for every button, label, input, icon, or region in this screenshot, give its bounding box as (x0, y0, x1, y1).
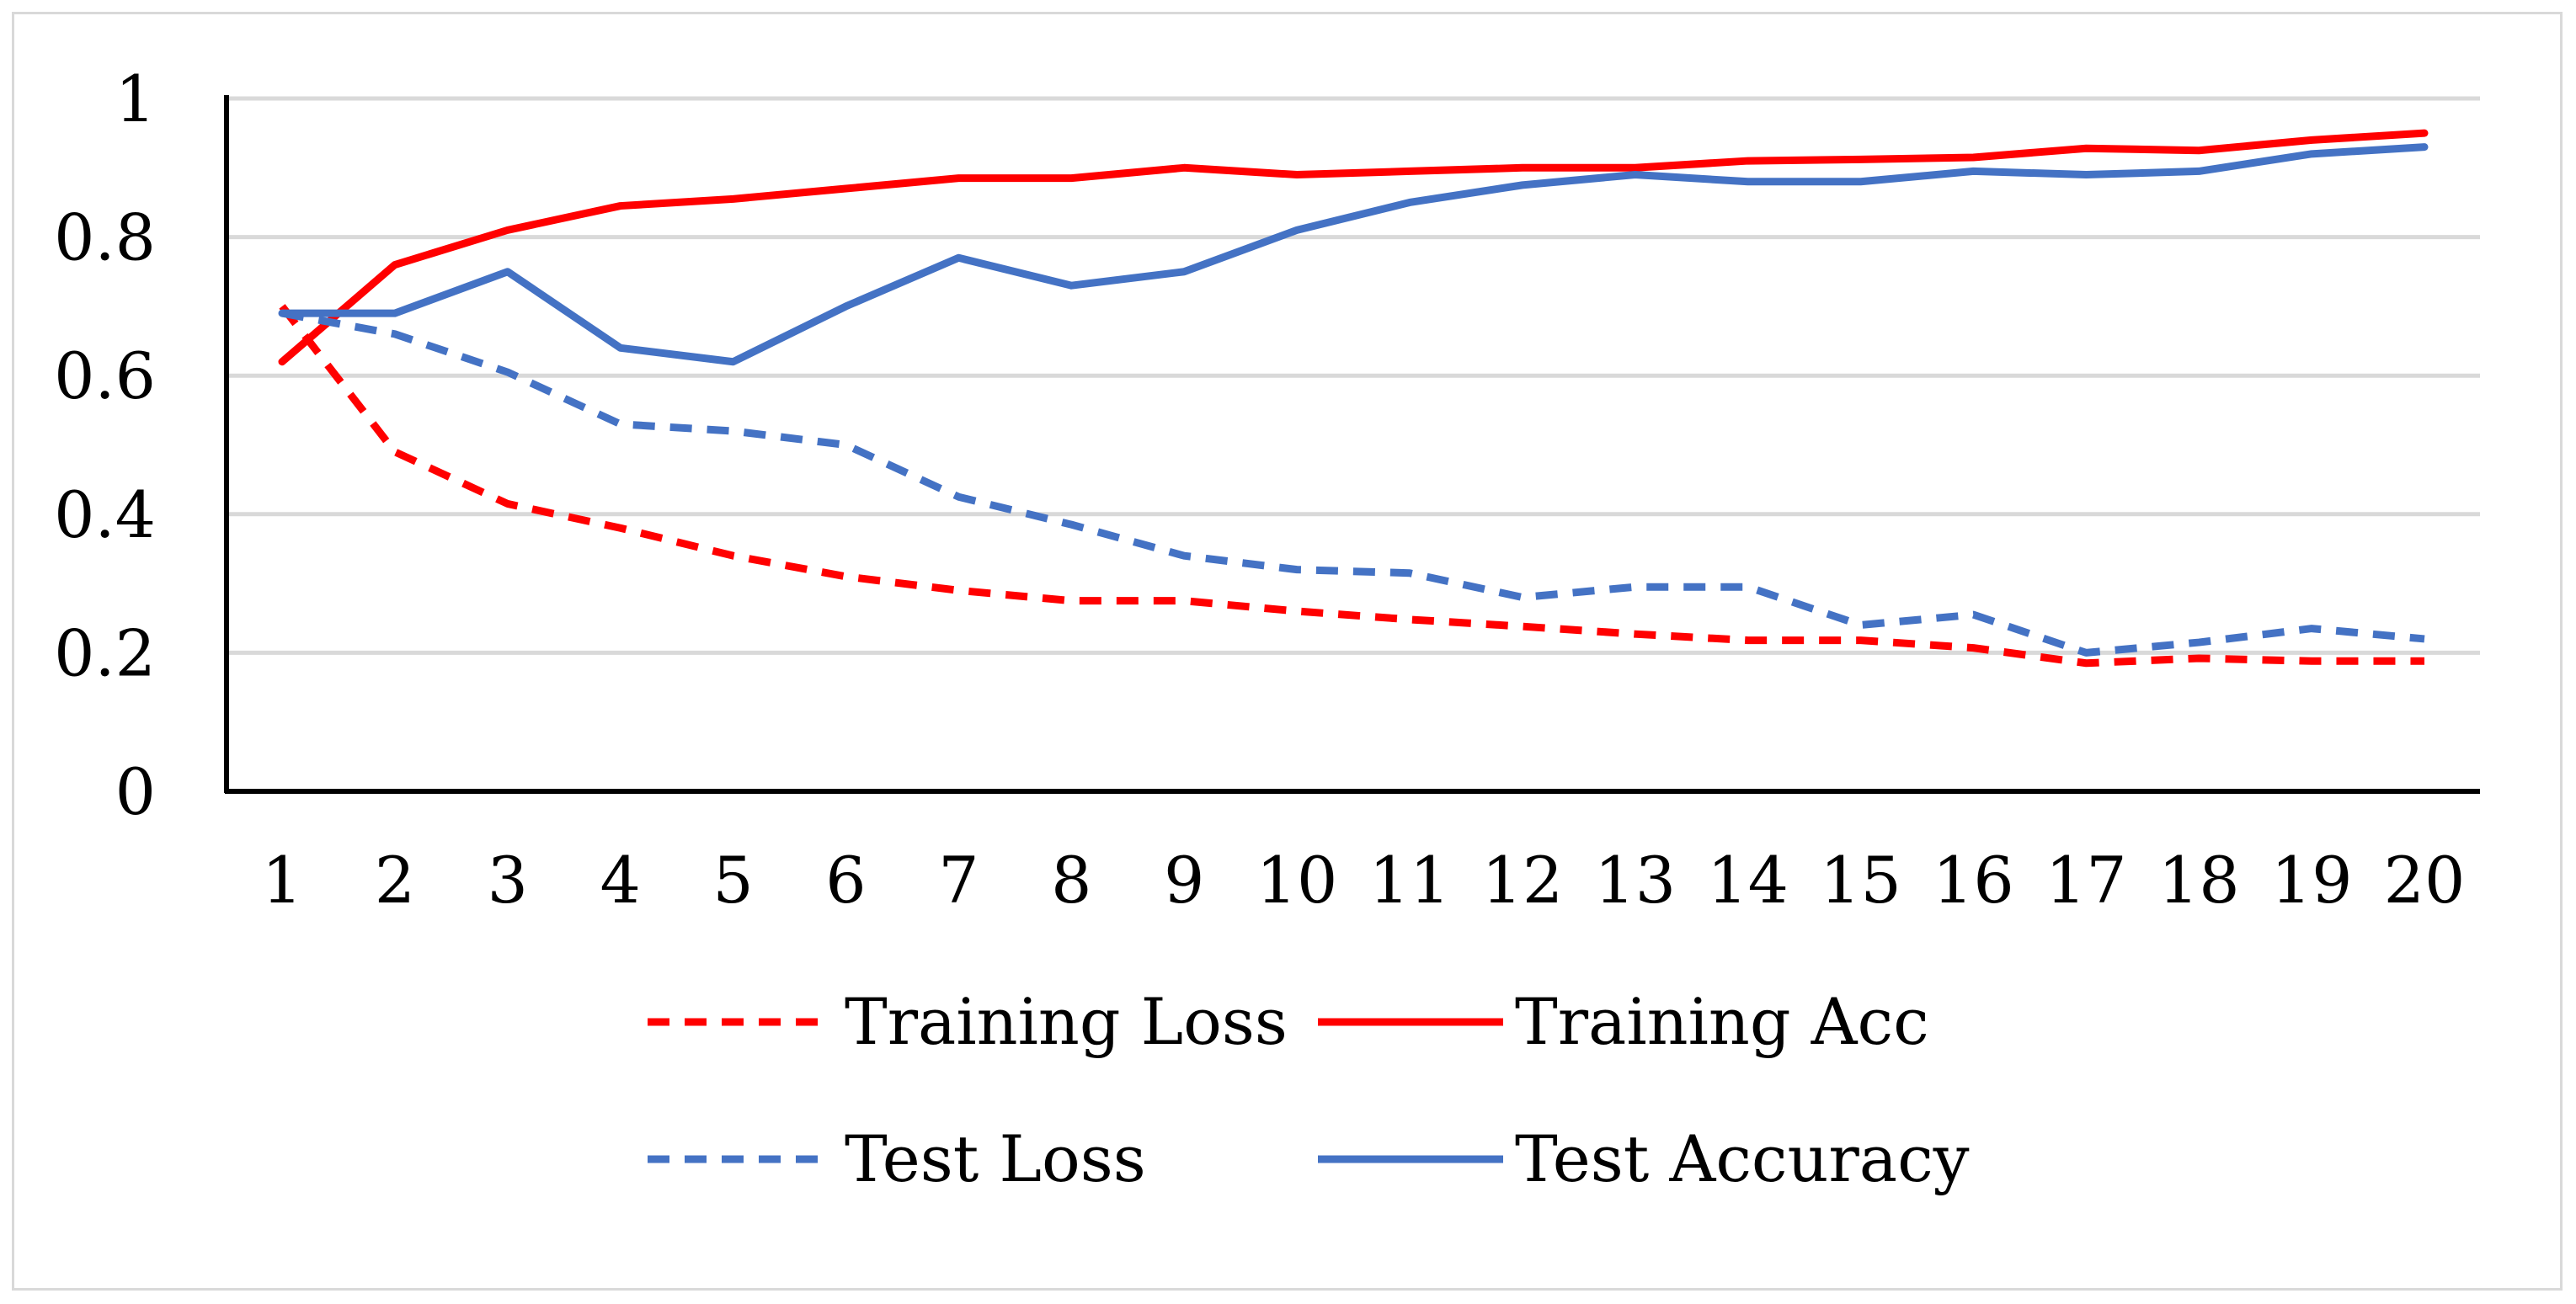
axes (224, 95, 2480, 794)
legend: Training Loss Training Acc Test Loss Test A… (648, 984, 1970, 1196)
legend-label-training-loss: Training Loss (845, 984, 1288, 1059)
x-tick-label-13: 14 (1707, 843, 1789, 918)
x-tick-label-9: 10 (1256, 843, 1338, 918)
x-tick-label-7: 8 (1051, 843, 1091, 918)
x-tick-label-18: 19 (2271, 843, 2353, 918)
legend-label-test-loss: Test Loss (845, 1121, 1146, 1196)
x-tick-label-11: 12 (1481, 843, 1563, 918)
chart-frame: 0 0.2 0.4 0.6 0.8 1 1 2 3 4 5 6 7 8 9 10 11 12 13 14 15 16 17… (12, 12, 2563, 1291)
series-line-training-loss (279, 304, 2424, 668)
y-tick-label-5: 1 (115, 61, 156, 136)
x-tick-label-2: 3 (488, 843, 528, 918)
x-tick-label-1: 2 (375, 843, 415, 918)
x-tick-label-3: 4 (600, 843, 641, 918)
series-line-training-acc (278, 129, 2429, 366)
series-line-test-loss (281, 309, 2425, 657)
x-tick-label-4: 5 (712, 843, 753, 918)
x-tick-label-16: 17 (2045, 843, 2127, 918)
y-tick-label-2: 0.4 (54, 477, 156, 552)
x-tick-labels: 1 2 3 4 5 6 7 8 9 10 11 12 13 14 15 16 17 18 19 20 (262, 843, 2466, 918)
line-chart: 00.20.40.60.81 1 2 3 4 5 6 7 8 9 10 11 12 13 14 15 16 17… (54, 61, 2480, 1196)
x-tick-label-10: 11 (1369, 843, 1451, 918)
x-tick-label-14: 15 (1820, 843, 1901, 918)
x-tick-label-12: 13 (1594, 843, 1676, 918)
y-tick-label-1: 0.2 (54, 615, 156, 690)
y-tick-labels: 0 0.2 0.4 0.6 0.8 1 (54, 61, 156, 829)
legend-label-training-acc: Training Acc (1515, 984, 1929, 1059)
x-tick-label-5: 6 (825, 843, 866, 918)
x-tick-label-8: 9 (1164, 843, 1204, 918)
series-lines (278, 129, 2429, 668)
x-tick-label-17: 18 (2158, 843, 2240, 918)
x-tick-label-15: 16 (1933, 843, 2014, 918)
x-tick-label-0: 1 (262, 843, 302, 918)
y-tick-label-3: 0.6 (54, 338, 156, 413)
y-tick-label-0: 0 (115, 754, 156, 829)
x-tick-label-6: 7 (938, 843, 979, 918)
y-tick-label-4: 0.8 (54, 200, 156, 275)
x-tick-label-19: 20 (2384, 843, 2466, 918)
series-line-test-accuracy (278, 143, 2429, 366)
gridlines (227, 96, 2480, 655)
legend-label-test-accuracy: Test Accuracy (1515, 1121, 1970, 1196)
